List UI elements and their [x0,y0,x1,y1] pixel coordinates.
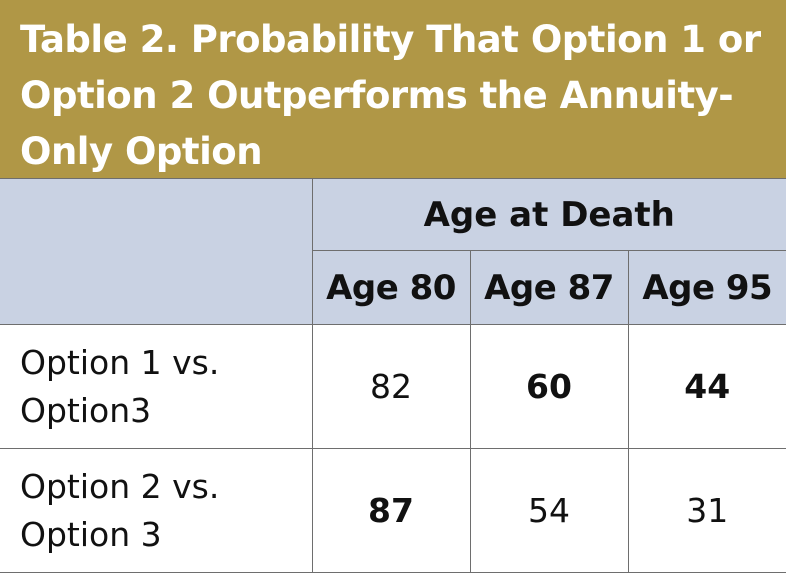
row-label-line-2: Option 3 [20,514,162,554]
column-header-age-87: Age 87 [469,250,629,325]
table-title-line-2: Option 2 Outperforms the Annuity- [20,74,734,117]
row-label-option-2-vs-option-3: Option 2 vs. Option 3 [0,448,313,573]
column-header-age-95: Age 95 [627,250,786,325]
table-body: Option 1 vs. Option3 82 60 44 Option 2 v… [0,324,786,573]
table-header: Age at Death Age 80 Age 87 Age 95 [0,178,786,325]
row-label-option-1-vs-option-3: Option 1 vs. Option3 [0,324,313,449]
header-corner-cell [0,178,313,325]
column-header-age-80: Age 80 [312,250,471,325]
table-cell: 87 [311,448,471,573]
probability-table: Age at Death Age 80 Age 87 Age 95 Option… [0,178,786,573]
table-cell: 82 [311,324,471,449]
table-title-line-1: Table 2. Probability That Option 1 or [20,18,761,61]
header-age-at-death: Age at Death [311,178,786,251]
table-title-line-3: Only Option [20,130,263,173]
table-row: Option 1 vs. Option3 82 60 44 [0,324,786,449]
row-label-line-1: Option 1 vs. [20,342,220,382]
table-cell: 31 [627,448,786,573]
header-column-row: Age 80 Age 87 Age 95 [0,250,786,325]
row-label-line-1: Option 2 vs. [20,466,220,506]
table-title: Table 2. Probability That Option 1 or Op… [20,12,772,180]
row-label-line-2: Option3 [20,390,152,430]
header-group-row: Age at Death [0,178,786,325]
table-cell: 54 [469,448,629,573]
table-title-bar: Table 2. Probability That Option 1 or Op… [0,0,786,178]
table-cell: 60 [469,324,629,449]
table-row: Option 2 vs. Option 3 87 54 31 [0,448,786,573]
table-cell: 44 [627,324,786,449]
